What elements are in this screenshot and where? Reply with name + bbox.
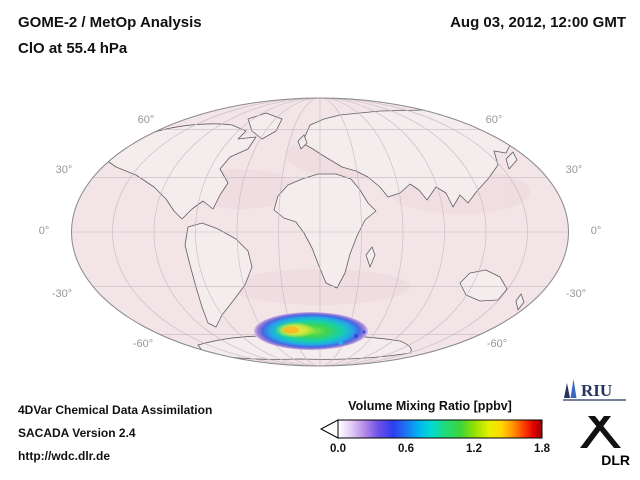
dlr-bird-icon bbox=[580, 416, 611, 448]
riu-logo: RIU bbox=[563, 379, 626, 401]
new-zealand bbox=[515, 293, 525, 311]
lat-label-30n-right: 30° bbox=[565, 164, 583, 176]
lat-label-60n-left: 60° bbox=[137, 114, 155, 126]
lat-label-30s-left: -30° bbox=[51, 288, 73, 300]
lat-label-30n-left: 30° bbox=[55, 164, 73, 176]
japan bbox=[505, 151, 518, 170]
map-boundary bbox=[71, 97, 569, 367]
australia bbox=[459, 269, 508, 302]
timestamp: Aug 03, 2012, 12:00 GMT bbox=[450, 14, 626, 31]
lat-label-60n-right: 60° bbox=[485, 114, 503, 126]
lat-label-60s-left: -60° bbox=[132, 338, 154, 350]
lat-label-eq-left: 0° bbox=[38, 225, 50, 237]
riu-spire-icon bbox=[564, 383, 570, 398]
lat-label-60s-right: -60° bbox=[486, 338, 508, 350]
clo-enhancement-plume bbox=[254, 312, 368, 350]
madagascar bbox=[365, 246, 376, 268]
dlr-logo: DLR bbox=[580, 416, 630, 468]
page-subtitle: ClO at 55.4 hPa bbox=[18, 40, 128, 57]
colorbar-tick-3: 1.8 bbox=[534, 443, 550, 455]
lat-label-30s-right: -30° bbox=[565, 288, 587, 300]
world-map bbox=[71, 97, 569, 367]
graticule bbox=[71, 98, 569, 366]
colorbar-tick-2: 1.2 bbox=[466, 443, 482, 455]
lat-label-eq-right: 0° bbox=[590, 225, 602, 237]
south-america bbox=[184, 222, 253, 328]
colorbar bbox=[319, 419, 543, 439]
dlr-logo-text: DLR bbox=[601, 452, 630, 468]
colorbar-gradient-bar bbox=[337, 419, 543, 439]
colorbar-tick-0: 0.0 bbox=[330, 443, 346, 455]
riu-logo-text: RIU bbox=[581, 381, 612, 400]
dlr-bird-icon-2 bbox=[588, 416, 621, 448]
credit-line-version: SACADA Version 2.4 bbox=[18, 426, 136, 440]
credit-line-url: http://wdc.dlr.de bbox=[18, 449, 110, 463]
page-title: GOME-2 / MetOp Analysis bbox=[18, 14, 202, 31]
colorbar-left-arrow bbox=[319, 419, 339, 439]
riu-spire-icon-blue bbox=[570, 379, 577, 398]
credit-line-assimilation: 4DVar Chemical Data Assimilation bbox=[18, 403, 213, 417]
colorbar-title: Volume Mixing Ratio [ppbv] bbox=[348, 399, 512, 413]
british-isles bbox=[297, 134, 308, 150]
colorbar-tick-1: 0.6 bbox=[398, 443, 414, 455]
greenland bbox=[247, 112, 283, 140]
